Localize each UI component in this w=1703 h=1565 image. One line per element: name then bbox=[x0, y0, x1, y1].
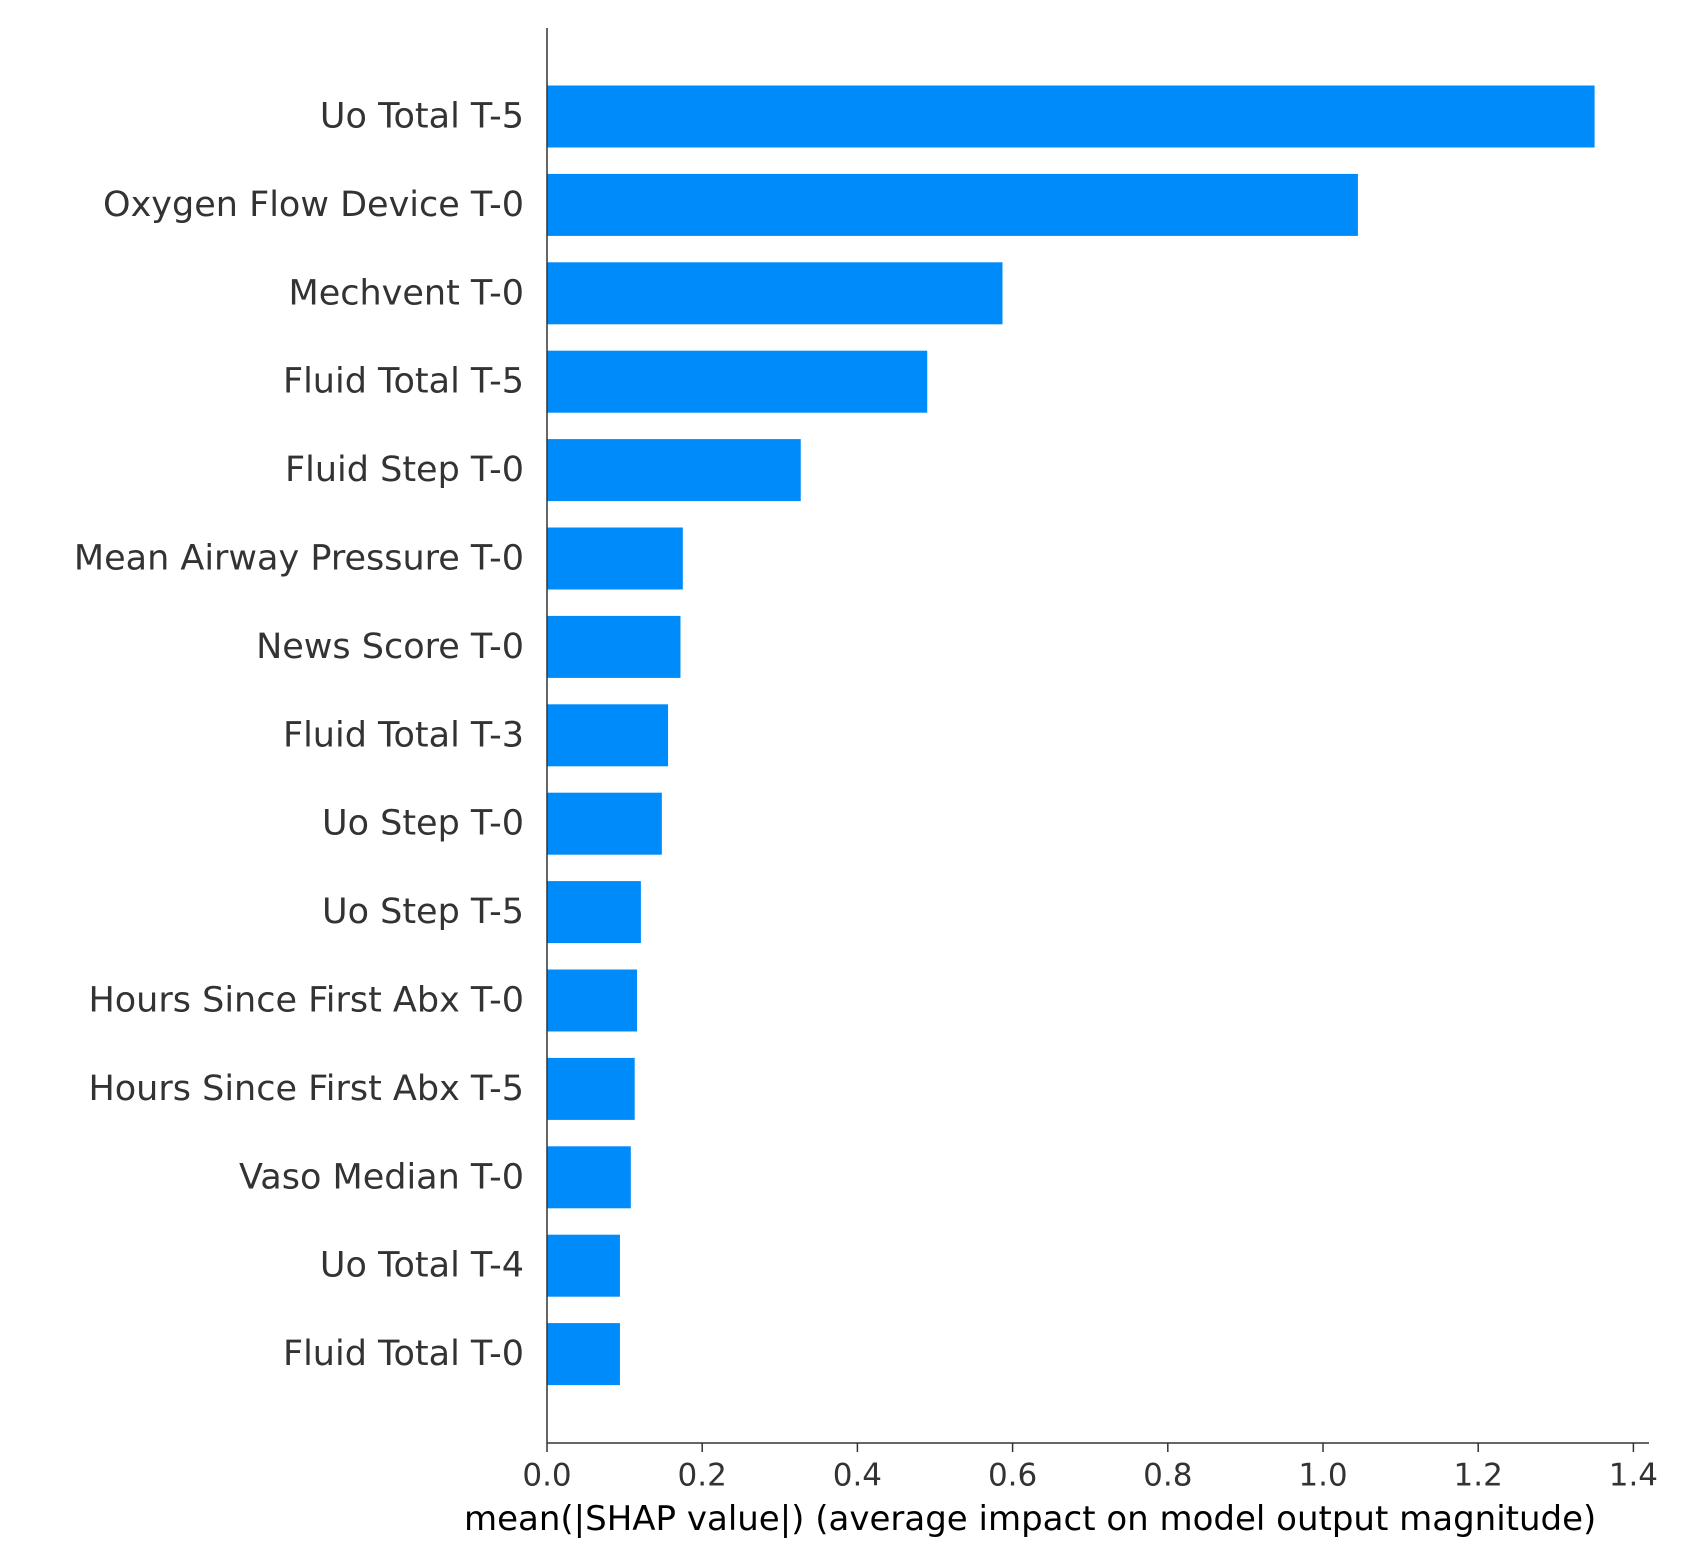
bar-uo-step-t-5 bbox=[547, 881, 641, 944]
bar-fluid-total-t-5 bbox=[547, 350, 928, 413]
feature-label: Fluid Step T-0 bbox=[285, 450, 524, 490]
feature-label: Mean Airway Pressure T-0 bbox=[74, 539, 524, 579]
x-tick-label: 1.4 bbox=[1609, 1457, 1658, 1493]
feature-label: Hours Since First Abx T-5 bbox=[88, 1069, 524, 1109]
x-tick-label: 0.8 bbox=[1143, 1457, 1192, 1493]
bar-fluid-total-t-0 bbox=[547, 1323, 620, 1386]
x-tick-label: 1.2 bbox=[1454, 1457, 1503, 1493]
x-tick-label: 0.2 bbox=[678, 1457, 727, 1493]
bar-fluid-total-t-3 bbox=[547, 704, 669, 767]
x-axis-title: mean(|SHAP value|) (average impact on mo… bbox=[464, 1499, 1596, 1539]
bar-oxygen-flow-device-t-0 bbox=[547, 173, 1358, 236]
x-tick-label: 0.6 bbox=[988, 1457, 1037, 1493]
feature-label: Uo Total T-5 bbox=[320, 97, 524, 137]
feature-label: Mechvent T-0 bbox=[289, 273, 525, 313]
feature-label: Uo Step T-5 bbox=[322, 892, 524, 932]
bars-layer bbox=[547, 85, 1595, 1386]
x-axis-ticks: 0.0 0.2 0.4 0.6 0.8 1.0 1.2 1.4 bbox=[522, 1443, 1658, 1493]
feature-label: Fluid Total T-3 bbox=[283, 715, 524, 755]
feature-label: Fluid Total T-5 bbox=[283, 362, 524, 402]
feature-label: Uo Step T-0 bbox=[322, 804, 524, 844]
bar-vaso-median-t-0 bbox=[547, 1146, 631, 1209]
bar-hours-since-first-abx-t-0 bbox=[547, 969, 638, 1032]
x-tick-label: 0.4 bbox=[833, 1457, 882, 1493]
bar-uo-step-t-0 bbox=[547, 792, 662, 855]
feature-label: Fluid Total T-0 bbox=[283, 1334, 524, 1374]
bar-hours-since-first-abx-t-5 bbox=[547, 1057, 635, 1120]
bar-mechvent-t-0 bbox=[547, 262, 1003, 325]
bar-news-score-t-0 bbox=[547, 615, 681, 678]
bar-uo-total-t-5 bbox=[547, 85, 1595, 148]
feature-label: Vaso Median T-0 bbox=[239, 1157, 524, 1197]
feature-label: Oxygen Flow Device T-0 bbox=[103, 185, 524, 225]
feature-labels: Uo Total T-5 Oxygen Flow Device T-0 Mechve… bbox=[74, 97, 524, 1375]
x-tick-label: 1.0 bbox=[1298, 1457, 1347, 1493]
feature-label: Uo Total T-4 bbox=[320, 1246, 524, 1286]
bar-mean-airway-pressure-t-0 bbox=[547, 527, 683, 590]
bar-fluid-step-t-0 bbox=[547, 439, 801, 502]
bar-uo-total-t-4 bbox=[547, 1234, 620, 1297]
feature-label: News Score T-0 bbox=[256, 627, 524, 667]
feature-label: Hours Since First Abx T-0 bbox=[88, 981, 524, 1021]
x-tick-label: 0.0 bbox=[522, 1457, 571, 1493]
